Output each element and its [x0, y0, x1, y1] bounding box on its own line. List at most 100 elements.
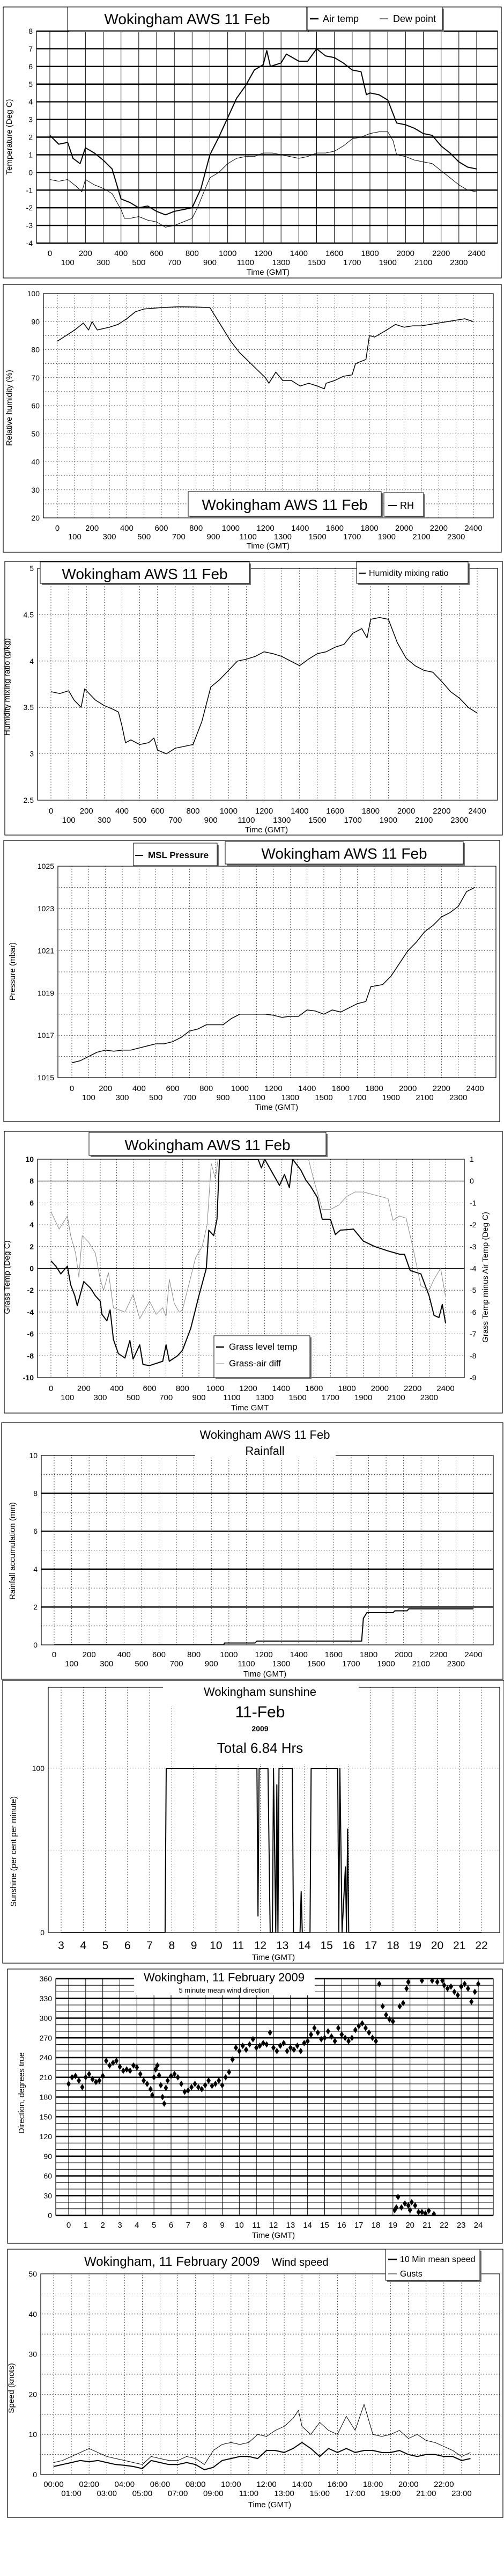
x-tick-label: 9 — [191, 1940, 197, 1952]
x-tick-label: 700 — [168, 258, 181, 267]
scatter-point — [302, 2040, 307, 2047]
x-axis-label: Time (GMT) — [255, 1103, 298, 1112]
x-tick-label: 2 — [100, 2221, 105, 2230]
x-tick-label: 2200 — [432, 249, 450, 258]
y-tick-label: 3.5 — [24, 703, 34, 712]
y-tick-label: 20 — [31, 514, 40, 522]
x-tick-label: 1500 — [308, 258, 325, 267]
scatter-point — [305, 2038, 310, 2045]
x-tick-label: 0 — [49, 807, 53, 816]
scatter-point — [206, 2077, 211, 2084]
x-tick-label: 1400 — [298, 1084, 316, 1093]
x-tick-label: 14 — [303, 2221, 312, 2230]
x-tick-label: 100 — [62, 816, 76, 825]
x-tick-label: 5 — [152, 2221, 156, 2230]
scatter-point — [117, 2063, 122, 2070]
scatter-point — [452, 1988, 457, 1995]
x-tick-label: 0 — [55, 524, 60, 533]
chart-1: -4 -3 -2 -1 0 1 2 3 4 5 6 7 8 0 100 200 300 400 500 600 700 8… — [3, 6, 502, 279]
y-right-tick-label: 1 — [470, 1155, 474, 1163]
x-tick-label: 01:00 — [61, 2489, 81, 2498]
scatter-point — [97, 2077, 102, 2084]
title: Wokingham, 11 February 2009 — [144, 1971, 305, 1984]
title: Wokingham AWS 11 Feb — [62, 566, 227, 582]
x-tick-label: 100 — [82, 1093, 95, 1102]
x-tick-label: 2200 — [429, 1650, 447, 1659]
scatter-point — [237, 2047, 242, 2054]
scatter-point — [397, 2003, 402, 2010]
y-right-tick-label: -9 — [470, 1373, 477, 1382]
scatter-point — [230, 2056, 235, 2063]
title: Wokingham AWS 11 Feb — [104, 11, 270, 27]
scatter-point — [406, 2202, 411, 2209]
scatter-point — [203, 2082, 207, 2089]
y-right-tick-label: -4 — [470, 1264, 477, 1273]
x-tick-label: 19 — [388, 2221, 397, 2230]
scatter-point — [370, 2035, 375, 2041]
y-tick-label: 360 — [40, 1974, 53, 1983]
title-legend-box — [133, 843, 218, 866]
chart-frame — [4, 561, 503, 836]
x-tick-label: 07:00 — [168, 2489, 188, 2498]
y-right-tick-label: -8 — [470, 1351, 477, 1360]
y-tick-label: 1025 — [38, 862, 54, 870]
x-tick-label: 2300 — [450, 816, 468, 825]
y-tick-label: 30 — [28, 2350, 37, 2359]
series-line-msl-pressure — [71, 887, 476, 1064]
y-right-tick-label: -2 — [470, 1220, 477, 1229]
scatter-point — [449, 1983, 454, 1990]
x-tick-label: 2200 — [433, 807, 450, 816]
scatter-point — [295, 2042, 300, 2049]
scatter-point — [332, 2038, 337, 2045]
legend-grass-temp: Grass level temp — [229, 1342, 298, 1352]
scatter-point — [90, 2076, 95, 2083]
x-tick-label: 600 — [143, 1384, 156, 1393]
scatter-point — [172, 2070, 177, 2077]
scatter-point — [240, 2042, 245, 2049]
scatter-point — [186, 2087, 190, 2094]
scatter-point — [162, 2100, 167, 2107]
y-tick-label: 50 — [28, 2270, 37, 2278]
x-tick-label: 200 — [79, 249, 92, 258]
scatter-point — [73, 2073, 78, 2080]
scatter-point — [445, 1985, 450, 1992]
x-tick-label: 2100 — [415, 816, 433, 825]
scatter-point — [261, 2040, 265, 2047]
y-tick-label: 100 — [32, 1764, 45, 1773]
x-tick-label: 2200 — [404, 1384, 421, 1393]
title: Wokingham AWS 11 Feb — [202, 496, 367, 513]
scatter-point — [406, 1979, 411, 1986]
y-tick-label: -6 — [27, 1330, 34, 1338]
x-axis-label: Time (GMT) — [252, 1953, 295, 1962]
x-tick-label: 200 — [80, 807, 93, 816]
x-tick-label: 200 — [83, 1650, 96, 1659]
title-legend-box — [356, 561, 469, 584]
x-tick-label: 10 — [235, 2221, 244, 2230]
title: Wokingham sunshine — [204, 1685, 316, 1699]
x-tick-label: 1400 — [290, 1650, 307, 1659]
series-line-grass-level-temp — [50, 1159, 446, 1366]
scatter-point — [462, 1980, 467, 1987]
scatter-point — [309, 2031, 314, 2038]
x-tick-label: 900 — [206, 532, 220, 541]
x-tick-label: 1200 — [255, 1650, 272, 1659]
x-tick-label: 1000 — [219, 249, 236, 258]
y-tick-label: 1017 — [38, 1031, 54, 1040]
x-tick-label: 300 — [97, 258, 110, 267]
y-axis-label: Direction, degrees true — [17, 2052, 26, 2134]
series-group — [54, 1608, 473, 1645]
x-tick-label: 0 — [70, 1084, 74, 1093]
scatter-point — [419, 1979, 424, 1984]
scatter-point — [244, 2046, 249, 2053]
scatter-point — [138, 2070, 143, 2077]
y-axis-label: Relative humidity (%) — [5, 370, 14, 446]
y-tick-label: 1015 — [38, 1073, 54, 1082]
y-right-tick-label: -1 — [470, 1198, 477, 1207]
legend-air-temp: Air temp — [323, 13, 359, 24]
scatter-point — [145, 2081, 150, 2087]
scatter-point — [155, 2062, 160, 2069]
chart-5: -10-8-6-4-20246810-9-8-7-6-5-4-3-2-101Gr… — [3, 1131, 503, 1414]
x-tick-label: 0 — [52, 1650, 56, 1659]
gridlines — [41, 1455, 493, 1645]
x-tick-label: 1200 — [264, 1084, 282, 1093]
